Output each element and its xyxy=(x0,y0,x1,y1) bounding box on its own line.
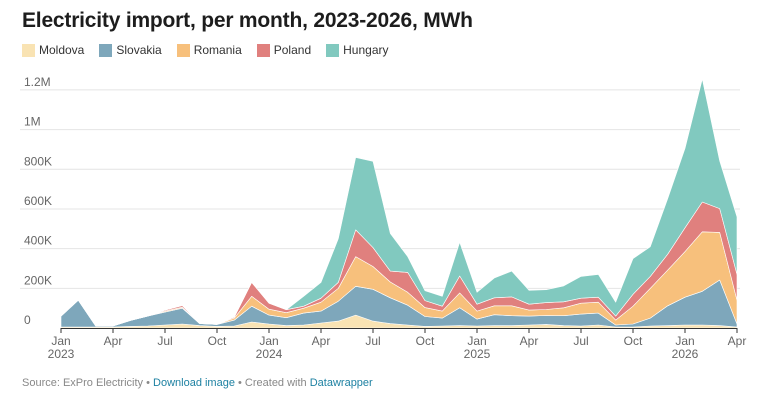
source-text: Source: ExPro Electricity xyxy=(22,377,144,389)
legend-item-moldova: Moldova xyxy=(22,43,84,57)
legend-label: Romania xyxy=(193,43,242,57)
chart-legend: Moldova Slovakia Romania Poland Hungary xyxy=(22,43,403,57)
legend-label: Moldova xyxy=(39,43,85,57)
footer-separator-created: • Created with xyxy=(234,377,310,389)
y-tick-label: 400K xyxy=(24,234,52,248)
area-hungary xyxy=(60,78,738,327)
x-tick-label: Jul xyxy=(573,334,588,348)
y-tick-label: 600K xyxy=(24,194,52,208)
x-tick-label: Apr xyxy=(312,334,331,348)
legend-label: Poland xyxy=(273,43,312,57)
legend-swatch xyxy=(99,43,113,57)
legend-swatch xyxy=(22,43,35,57)
x-year-label: 2024 xyxy=(256,347,283,361)
x-tick-label: Jul xyxy=(157,334,172,348)
chart-title: Electricity import, per month, 2023-2026… xyxy=(22,9,473,32)
y-tick-label: 1.2M xyxy=(24,75,51,89)
y-tick-label: 0 xyxy=(24,313,31,327)
legend-label: Hungary xyxy=(343,43,389,57)
download-image-link[interactable]: Download image xyxy=(153,377,235,389)
x-year-label: 2023 xyxy=(48,347,75,361)
y-tick-label: 800K xyxy=(24,154,52,168)
x-year-label: 2025 xyxy=(464,347,491,361)
legend-swatch xyxy=(256,43,270,57)
datawrapper-link[interactable]: Datawrapper xyxy=(309,377,373,389)
x-tick-label: Jan xyxy=(467,334,486,348)
x-year-label: 2026 xyxy=(672,347,699,361)
y-tick-label: 200K xyxy=(24,273,52,287)
x-tick-label: Oct xyxy=(624,334,643,348)
legend-swatch xyxy=(326,43,340,57)
legend-item-romania: Romania xyxy=(176,43,242,57)
legend-swatch xyxy=(176,43,190,57)
x-tick-label: Jan xyxy=(675,334,694,348)
x-tick-label: Jul xyxy=(365,334,380,348)
y-tick-label: 1M xyxy=(24,115,41,129)
legend-label: Slovakia xyxy=(116,43,162,57)
legend-item-poland: Poland xyxy=(256,43,312,57)
x-tick-label: Jan xyxy=(51,334,70,348)
x-tick-label: Oct xyxy=(208,334,227,348)
area-layer xyxy=(60,78,738,329)
x-tick-label: Apr xyxy=(728,334,747,348)
x-tick-label: Apr xyxy=(520,334,539,348)
legend-item-slovakia: Slovakia xyxy=(99,43,162,57)
x-tick-label: Oct xyxy=(416,334,435,348)
footer-separator: • xyxy=(143,377,154,389)
chart-footer: Source: ExPro Electricity • Download ima… xyxy=(22,377,373,389)
legend-item-hungary: Hungary xyxy=(326,43,388,57)
x-tick-label: Apr xyxy=(104,334,123,348)
x-tick-label: Jan xyxy=(259,334,278,348)
